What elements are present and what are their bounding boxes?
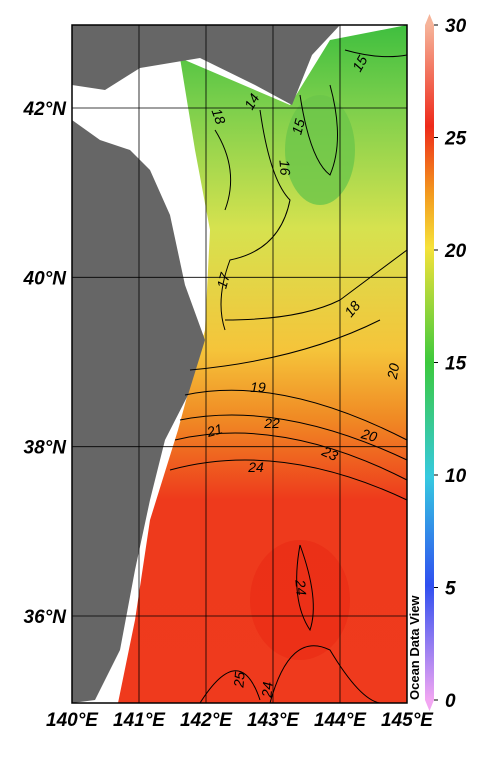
lon-tick-label: 142°E xyxy=(180,710,233,731)
lat-tick-label: 36°N xyxy=(24,607,68,628)
contour-label: 14 xyxy=(241,91,263,113)
lat-tick-label: 38°N xyxy=(24,438,68,459)
contour xyxy=(169,459,408,501)
colorbar-tick-label: 25 xyxy=(444,129,467,150)
colorbar-tick-label: 30 xyxy=(445,16,467,37)
contour xyxy=(189,319,381,371)
contour-label: 23 xyxy=(319,443,341,465)
data-field xyxy=(118,25,407,703)
colorbar-tick-label: 10 xyxy=(445,466,467,487)
contours xyxy=(169,49,408,704)
lon-tick-label: 143°E xyxy=(247,710,300,731)
lat-tick-label: 42°N xyxy=(23,99,68,120)
contour-label: 18 xyxy=(209,106,229,126)
contour xyxy=(184,389,408,441)
colorbar-tick-label: 20 xyxy=(444,241,467,262)
map-frame xyxy=(71,24,408,704)
cold-eddy xyxy=(285,95,355,205)
colorbar-top xyxy=(425,14,434,25)
lon-tick-label: 140°E xyxy=(46,710,99,731)
contour-label: 17 xyxy=(213,270,233,290)
contour xyxy=(199,670,261,704)
lat-tick-label: 40°N xyxy=(23,268,68,289)
warm-core xyxy=(250,540,350,660)
contour xyxy=(344,49,408,58)
contour xyxy=(296,544,314,632)
contour xyxy=(269,645,381,704)
contour-label: 25 xyxy=(230,671,247,689)
colorbar-tick-label: 15 xyxy=(445,354,467,375)
colorbar-bottom xyxy=(425,700,434,711)
contour-label: 16 xyxy=(276,159,293,176)
contour-label: 15 xyxy=(288,117,308,136)
contour xyxy=(299,84,338,176)
contour-label: 20 xyxy=(359,425,379,445)
contour xyxy=(214,129,232,211)
contour-label: 24 xyxy=(258,681,275,699)
colorbar-tick-label: 5 xyxy=(445,579,456,600)
honshu xyxy=(72,120,205,703)
contour-label: 15 xyxy=(349,53,371,75)
contour-label: 19 xyxy=(250,379,266,395)
labels: 140°E 141°E 142°E 143°E 144°E 145°E 36°N 38°N 40… xyxy=(23,16,467,731)
contour-label: 20 xyxy=(384,362,403,381)
contour-label: 24 xyxy=(247,459,264,475)
contour xyxy=(179,414,408,461)
lon-tick-label: 144°E xyxy=(314,710,367,731)
lon-tick-label: 141°E xyxy=(113,710,166,731)
watermark: Ocean Data View xyxy=(407,595,422,700)
contour-label: 21 xyxy=(204,420,224,440)
colorbar xyxy=(425,25,434,700)
lon-tick-label: 145°E xyxy=(381,710,434,731)
colorbar-tick-label: 0 xyxy=(445,691,456,712)
contour-label: 22 xyxy=(263,415,280,431)
contour-label: 24 xyxy=(292,578,309,596)
contour xyxy=(174,432,408,481)
